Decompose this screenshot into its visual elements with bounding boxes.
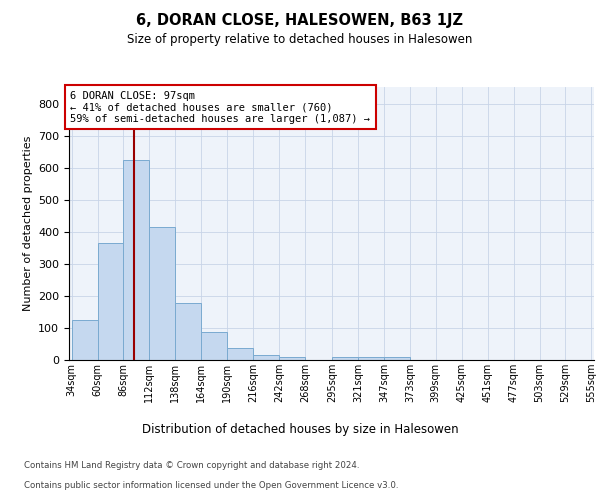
Text: Contains HM Land Registry data © Crown copyright and database right 2024.: Contains HM Land Registry data © Crown c… xyxy=(24,461,359,470)
Bar xyxy=(175,303,201,360)
Text: 6 DORAN CLOSE: 97sqm
← 41% of detached houses are smaller (760)
59% of semi-deta: 6 DORAN CLOSE: 97sqm ← 41% of detached h… xyxy=(70,90,370,124)
Y-axis label: Number of detached properties: Number of detached properties xyxy=(23,136,32,312)
Text: Distribution of detached houses by size in Halesowen: Distribution of detached houses by size … xyxy=(142,422,458,436)
Bar xyxy=(358,357,384,360)
Text: Size of property relative to detached houses in Halesowen: Size of property relative to detached ho… xyxy=(127,32,473,46)
Bar xyxy=(384,357,410,360)
Bar xyxy=(253,355,279,360)
Bar xyxy=(71,320,98,360)
Bar xyxy=(98,243,124,360)
Bar xyxy=(227,348,253,360)
Bar xyxy=(149,227,175,360)
Text: 6, DORAN CLOSE, HALESOWEN, B63 1JZ: 6, DORAN CLOSE, HALESOWEN, B63 1JZ xyxy=(137,12,464,28)
Bar xyxy=(124,160,149,360)
Bar xyxy=(279,357,305,360)
Text: Contains public sector information licensed under the Open Government Licence v3: Contains public sector information licen… xyxy=(24,481,398,490)
Bar xyxy=(332,357,358,360)
Bar xyxy=(201,332,227,360)
